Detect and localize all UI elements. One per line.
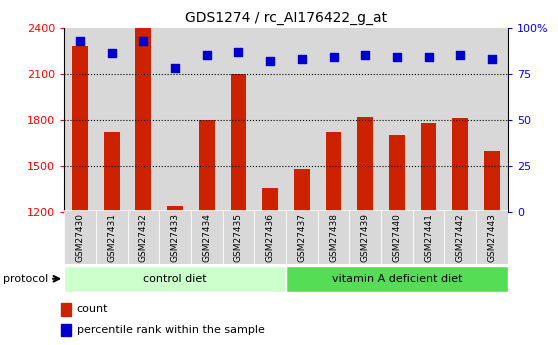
FancyBboxPatch shape bbox=[286, 266, 508, 292]
FancyBboxPatch shape bbox=[254, 210, 286, 264]
Text: GSM27433: GSM27433 bbox=[171, 213, 180, 262]
FancyBboxPatch shape bbox=[413, 210, 444, 264]
Text: vitamin A deficient diet: vitamin A deficient diet bbox=[331, 274, 462, 284]
Bar bbox=[453, 118, 468, 212]
Title: GDS1274 / rc_AI176422_g_at: GDS1274 / rc_AI176422_g_at bbox=[185, 11, 387, 25]
Bar bbox=[444, 28, 476, 212]
Bar bbox=[318, 28, 349, 212]
Bar bbox=[476, 28, 508, 212]
Text: GSM27439: GSM27439 bbox=[360, 213, 370, 262]
Bar bbox=[413, 28, 444, 212]
FancyBboxPatch shape bbox=[128, 210, 159, 264]
Point bbox=[171, 66, 180, 71]
Bar bbox=[64, 28, 96, 212]
Bar bbox=[262, 188, 278, 212]
Bar bbox=[286, 28, 318, 212]
Point bbox=[266, 58, 275, 63]
FancyBboxPatch shape bbox=[444, 210, 476, 264]
Point bbox=[75, 38, 84, 43]
FancyBboxPatch shape bbox=[349, 210, 381, 264]
Bar bbox=[136, 28, 151, 212]
Bar bbox=[223, 28, 254, 212]
Text: GSM27437: GSM27437 bbox=[297, 213, 306, 262]
Point bbox=[297, 56, 306, 62]
Text: GSM27436: GSM27436 bbox=[266, 213, 275, 262]
Bar bbox=[61, 324, 71, 336]
Point bbox=[456, 52, 465, 58]
Text: protocol: protocol bbox=[3, 274, 48, 284]
FancyBboxPatch shape bbox=[476, 210, 508, 264]
Point bbox=[139, 38, 148, 43]
Text: percentile rank within the sample: percentile rank within the sample bbox=[76, 325, 264, 335]
Bar bbox=[96, 28, 128, 212]
Point bbox=[107, 51, 116, 56]
FancyBboxPatch shape bbox=[318, 210, 349, 264]
Bar bbox=[325, 132, 341, 212]
FancyBboxPatch shape bbox=[381, 210, 413, 264]
FancyBboxPatch shape bbox=[191, 210, 223, 264]
Bar bbox=[357, 117, 373, 212]
Bar bbox=[128, 28, 159, 212]
Bar bbox=[159, 28, 191, 212]
Text: GSM27431: GSM27431 bbox=[107, 213, 116, 262]
Bar bbox=[294, 169, 310, 212]
FancyBboxPatch shape bbox=[159, 210, 191, 264]
Text: GSM27434: GSM27434 bbox=[202, 213, 211, 262]
Point bbox=[488, 56, 497, 62]
Text: GSM27442: GSM27442 bbox=[456, 213, 465, 262]
FancyBboxPatch shape bbox=[64, 210, 96, 264]
Bar bbox=[254, 28, 286, 212]
Bar bbox=[167, 206, 183, 212]
Point bbox=[234, 49, 243, 55]
Bar bbox=[199, 120, 215, 212]
Text: GSM27438: GSM27438 bbox=[329, 213, 338, 262]
Point bbox=[329, 55, 338, 60]
Text: GSM27432: GSM27432 bbox=[139, 213, 148, 262]
Bar bbox=[191, 28, 223, 212]
Bar bbox=[104, 132, 119, 212]
Text: GSM27430: GSM27430 bbox=[75, 213, 84, 262]
Point bbox=[360, 52, 369, 58]
Bar bbox=[349, 28, 381, 212]
Bar bbox=[230, 74, 247, 212]
Text: GSM27443: GSM27443 bbox=[488, 213, 497, 262]
Text: GSM27441: GSM27441 bbox=[424, 213, 433, 262]
Text: count: count bbox=[76, 304, 108, 314]
Bar bbox=[61, 303, 71, 316]
Bar bbox=[421, 123, 436, 212]
Point bbox=[203, 52, 211, 58]
FancyBboxPatch shape bbox=[223, 210, 254, 264]
Bar bbox=[389, 135, 405, 212]
Point bbox=[392, 55, 401, 60]
Text: GSM27440: GSM27440 bbox=[392, 213, 401, 262]
Bar bbox=[381, 28, 413, 212]
Bar bbox=[484, 151, 500, 212]
FancyBboxPatch shape bbox=[64, 266, 286, 292]
FancyBboxPatch shape bbox=[286, 210, 318, 264]
Point bbox=[424, 55, 433, 60]
FancyBboxPatch shape bbox=[96, 210, 128, 264]
Text: control diet: control diet bbox=[143, 274, 207, 284]
Bar bbox=[72, 46, 88, 212]
Text: GSM27435: GSM27435 bbox=[234, 213, 243, 262]
